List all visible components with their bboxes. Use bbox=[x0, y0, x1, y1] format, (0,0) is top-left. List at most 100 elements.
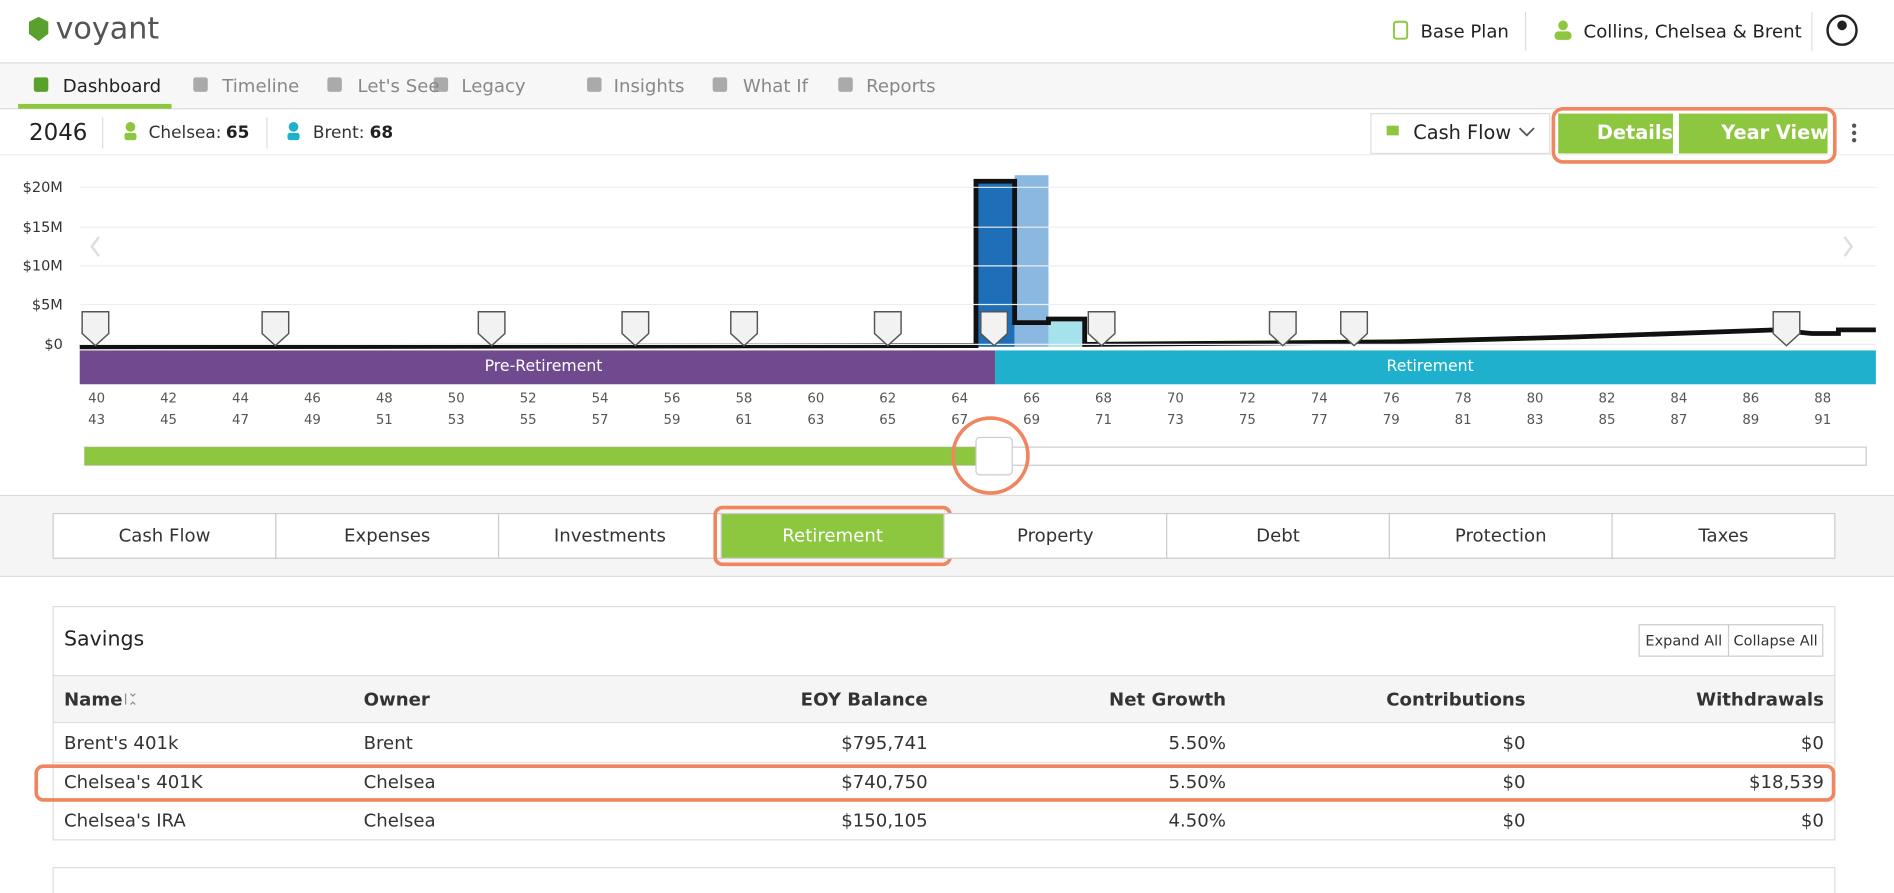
column-header: EOY Balance bbox=[800, 688, 928, 711]
details-button[interactable] bbox=[1558, 113, 1673, 154]
tab-label[interactable]: Retirement bbox=[782, 524, 883, 547]
tab bbox=[275, 512, 500, 559]
nav-item[interactable]: Insights bbox=[613, 74, 685, 97]
age-label: 64 bbox=[951, 390, 969, 407]
age-label: 57 bbox=[591, 412, 609, 428]
tab-label[interactable]: Cash Flow bbox=[118, 524, 211, 547]
age-label: 55 bbox=[519, 412, 537, 428]
age-label: 45 bbox=[160, 412, 177, 428]
kebab[interactable] bbox=[1851, 123, 1857, 128]
age-label: 70 bbox=[1166, 390, 1184, 407]
person-age: 68 bbox=[369, 123, 394, 143]
nav-item[interactable]: Let's See bbox=[357, 74, 440, 97]
tab-label[interactable]: Property bbox=[1016, 524, 1094, 547]
age-label: 65 bbox=[879, 412, 897, 428]
tab-label[interactable]: Debt bbox=[1256, 524, 1300, 547]
person-icon bbox=[125, 122, 136, 132]
age-label: 51 bbox=[375, 412, 393, 428]
year-view-label[interactable]: Year View bbox=[1721, 120, 1829, 144]
cell: 5.50% bbox=[1168, 770, 1227, 793]
cell: $0 bbox=[1800, 809, 1824, 832]
tab bbox=[943, 512, 1168, 559]
phase-label: Retirement bbox=[1386, 357, 1474, 376]
person-icon bbox=[124, 132, 137, 141]
y-tick-label: $0 bbox=[44, 335, 63, 353]
y-tick-label: $20M bbox=[22, 178, 63, 196]
highlight bbox=[34, 764, 1836, 802]
avatar[interactable] bbox=[1826, 14, 1858, 46]
age-label: 76 bbox=[1382, 390, 1400, 407]
collapse-all[interactable]: Collapse All bbox=[1733, 631, 1818, 649]
age-label: 49 bbox=[303, 412, 321, 428]
tab-label[interactable]: Taxes bbox=[1698, 524, 1749, 547]
year-view-button[interactable] bbox=[1678, 113, 1828, 154]
age-label: 74 bbox=[1310, 390, 1328, 407]
client-name[interactable]: Collins, Chelsea & Brent bbox=[1583, 20, 1802, 43]
age-label: 73 bbox=[1166, 412, 1184, 428]
age-label: 66 bbox=[1023, 390, 1041, 407]
event-marker bbox=[621, 311, 650, 347]
panel-title: Savings bbox=[64, 627, 145, 652]
brand: voyant bbox=[55, 10, 160, 46]
prev-arrow[interactable] bbox=[90, 236, 101, 257]
next-arrow[interactable] bbox=[1843, 236, 1854, 257]
nav-item[interactable]: Legacy bbox=[461, 74, 526, 97]
chart-line bbox=[79, 178, 1876, 350]
cell: $740,750 bbox=[841, 770, 928, 793]
age-label: 48 bbox=[375, 390, 393, 407]
nav-icon bbox=[587, 77, 602, 92]
avatar bbox=[1837, 20, 1847, 31]
y-tick-label: $10M bbox=[22, 257, 63, 275]
age-label: 47 bbox=[232, 412, 249, 428]
age-label: 75 bbox=[1238, 412, 1256, 428]
age-label: 63 bbox=[807, 412, 825, 428]
active-underline bbox=[18, 103, 172, 109]
expand-all[interactable]: Expand All bbox=[1645, 631, 1723, 649]
age-label: 53 bbox=[447, 412, 465, 428]
cell: Brent's 401k bbox=[64, 732, 179, 755]
age-label: 40 bbox=[88, 390, 106, 407]
nav-item[interactable]: Reports bbox=[866, 74, 936, 97]
next-panel bbox=[52, 867, 1836, 893]
tab-label[interactable]: Protection bbox=[1454, 524, 1547, 547]
age-label: 68 bbox=[1095, 390, 1112, 407]
phase-label: Pre-Retirement bbox=[484, 357, 603, 376]
tab bbox=[1166, 512, 1390, 559]
view-label[interactable]: Cash Flow bbox=[1413, 120, 1512, 144]
column-header[interactable]: Name bbox=[64, 688, 123, 711]
cell: Chelsea's 401K bbox=[64, 770, 203, 793]
age-label: 58 bbox=[735, 390, 753, 407]
nav-item[interactable]: Timeline bbox=[222, 74, 300, 97]
age-label: 82 bbox=[1598, 390, 1616, 407]
view-select[interactable] bbox=[1370, 112, 1551, 155]
age-label: 59 bbox=[663, 412, 681, 428]
logo bbox=[28, 16, 49, 42]
details-label[interactable]: Details bbox=[1596, 120, 1674, 144]
plan-name[interactable]: Base Plan bbox=[1420, 20, 1509, 43]
age-label: 88 bbox=[1814, 390, 1832, 407]
cell: $0 bbox=[1502, 732, 1526, 755]
nav-item[interactable]: What If bbox=[742, 74, 808, 97]
tab-label[interactable]: Expenses bbox=[344, 524, 431, 547]
age-label: 43 bbox=[88, 412, 106, 428]
age-label: 81 bbox=[1454, 412, 1472, 428]
event-marker bbox=[81, 311, 110, 347]
person-name: Brent: bbox=[312, 123, 365, 143]
nav-icon bbox=[433, 77, 449, 92]
person-icon bbox=[287, 132, 300, 141]
age-label: 44 bbox=[232, 390, 249, 407]
nav-icon bbox=[193, 77, 208, 92]
age-label: 50 bbox=[447, 390, 465, 407]
column-header: Net Growth bbox=[1109, 688, 1227, 711]
cell: $795,741 bbox=[841, 732, 928, 755]
tab-label[interactable]: Investments bbox=[553, 524, 666, 547]
age-label: 61 bbox=[735, 412, 753, 428]
nav-item[interactable]: Dashboard bbox=[62, 74, 162, 97]
age-label: 79 bbox=[1382, 412, 1400, 428]
age-label: 60 bbox=[807, 390, 825, 407]
slider-handle[interactable] bbox=[975, 436, 1013, 476]
y-tick-label: $15M bbox=[22, 218, 63, 236]
age-label: 56 bbox=[663, 390, 681, 407]
